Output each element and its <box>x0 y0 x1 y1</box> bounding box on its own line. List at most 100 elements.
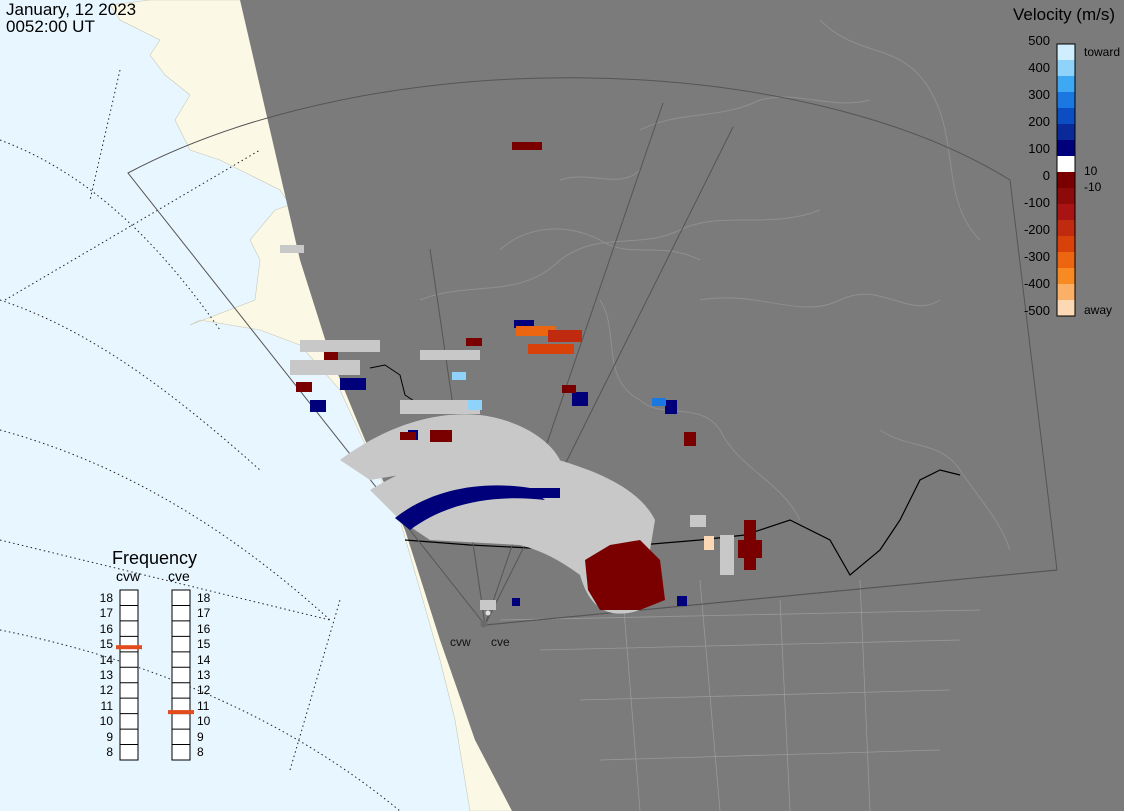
gray-echo <box>400 400 480 414</box>
coastlines <box>419 19 1011 551</box>
colorbar-swatch <box>1057 204 1075 221</box>
blue-echo <box>652 398 666 406</box>
red-echo <box>296 382 312 392</box>
radar-site-marker <box>480 620 488 628</box>
colorbar-swatch <box>1057 108 1075 125</box>
colorbar-tick-label: -400 <box>1023 276 1050 291</box>
away-echo <box>704 536 714 550</box>
blue-echo <box>572 392 588 406</box>
colorbar-swatch <box>1057 92 1075 109</box>
freq-ticks <box>120 604 190 746</box>
colorbar-tick-label: 500 <box>1028 33 1050 48</box>
colorbar-tick-label: 0 <box>1042 168 1050 183</box>
freq-scale-label: 10 <box>99 714 113 729</box>
orange-echo <box>516 326 556 336</box>
site-label-cvw: cvw <box>450 635 471 649</box>
gray-echo <box>290 360 360 375</box>
gray-echo <box>280 245 304 253</box>
blue-echo <box>310 400 326 412</box>
freq-scale-label: 9 <box>197 729 204 744</box>
colorbar-swatch <box>1057 124 1075 141</box>
red-echo <box>512 142 542 150</box>
red-echo <box>562 385 576 393</box>
freq-scale-label: 17 <box>99 606 113 621</box>
colorbar-swatch <box>1057 156 1075 173</box>
site-label-cve: cve <box>491 635 510 649</box>
colorbar-swatch <box>1057 268 1075 285</box>
blue-echo <box>512 598 520 606</box>
colorbar-swatch <box>1057 76 1075 93</box>
gray-echo <box>480 600 496 610</box>
latlon-grid <box>0 69 401 811</box>
freq-scale-label: 16 <box>99 621 113 636</box>
colorbar-tick-label: -300 <box>1023 249 1050 264</box>
red-echo <box>324 352 338 360</box>
velocity-colorbar <box>1057 44 1075 317</box>
freq-scale-label: 12 <box>99 683 113 698</box>
colorbar-frame <box>1056 43 1076 317</box>
red-echo <box>684 432 696 446</box>
blue-echo <box>340 378 366 390</box>
radar-site-marker <box>485 610 491 616</box>
freq-scale-label: 14 <box>99 652 113 667</box>
date-label: January, 12 2023 <box>6 0 137 19</box>
freq-scale-label: 8 <box>197 745 204 760</box>
freq-scale-label: 11 <box>197 698 210 713</box>
blue-echo <box>530 488 560 498</box>
freq-scale-label: 16 <box>197 621 211 636</box>
freq-scale-label: 17 <box>197 606 211 621</box>
freq-scale-label: 8 <box>106 745 113 760</box>
gray-echo <box>690 515 706 527</box>
freq-scale-label: 15 <box>197 637 211 652</box>
freq-radar-cvw: cvw <box>116 568 141 584</box>
freq-scale-label: 12 <box>197 683 211 698</box>
colorbar-tick-label: -100 <box>1023 195 1050 210</box>
colorbar-swatch <box>1057 220 1075 237</box>
freq-radar-cve: cve <box>168 568 190 584</box>
freq-scale-label: 10 <box>197 714 211 729</box>
colorbar-swatch <box>1057 60 1075 77</box>
echo-cells <box>280 142 762 614</box>
negative-band-blue <box>395 485 545 530</box>
state-borders <box>499 559 981 811</box>
colorbar-pos-thresh: 10 <box>1084 164 1098 178</box>
time-label: 0052:00 UT <box>6 17 95 36</box>
freq-scale-label: 11 <box>100 698 113 713</box>
freq-scale-label: 13 <box>99 668 113 682</box>
colorbar-tick-label: 400 <box>1028 60 1050 75</box>
colorbar-swatch <box>1057 252 1075 269</box>
colorbar-tick-label: -500 <box>1023 303 1050 318</box>
freq-scale-label: 13 <box>197 668 211 682</box>
gray-echo <box>420 350 480 360</box>
freq-column-cvw <box>119 589 139 761</box>
blue-echo <box>514 320 534 328</box>
freq-scale-label: 14 <box>197 652 211 667</box>
colorbar-title: Velocity (m/s) <box>1013 5 1116 24</box>
colorbar-tick-label: 300 <box>1028 87 1050 102</box>
lightblue-echo <box>468 400 482 410</box>
freq-marker-cve <box>168 710 194 715</box>
colorbar-swatch <box>1057 284 1075 301</box>
gray-echo <box>300 340 380 352</box>
colorbar-swatch <box>1057 300 1075 317</box>
blue-echo <box>665 400 677 414</box>
ground-scatter-band <box>370 449 655 614</box>
colorbar-swatch <box>1057 188 1075 205</box>
colorbar-swatch <box>1057 44 1075 61</box>
red-echo <box>744 520 756 570</box>
freq-marker-cvw <box>116 645 142 650</box>
alaska-border <box>369 364 421 406</box>
positive-cluster-red <box>585 540 665 610</box>
blue-echo <box>677 596 687 606</box>
colorbar-away-label: away <box>1084 303 1113 317</box>
colorbar-toward-label: toward <box>1084 45 1121 59</box>
colorbar-swatch <box>1057 172 1075 189</box>
freq-scale-label: 18 <box>99 590 113 605</box>
red-echo <box>430 430 452 442</box>
freq-scale-label: 9 <box>106 729 113 744</box>
colorbar-tick-label: -200 <box>1023 222 1050 237</box>
gray-echo <box>720 535 734 575</box>
lightblue-echo <box>452 372 466 380</box>
red-echo <box>400 432 416 440</box>
